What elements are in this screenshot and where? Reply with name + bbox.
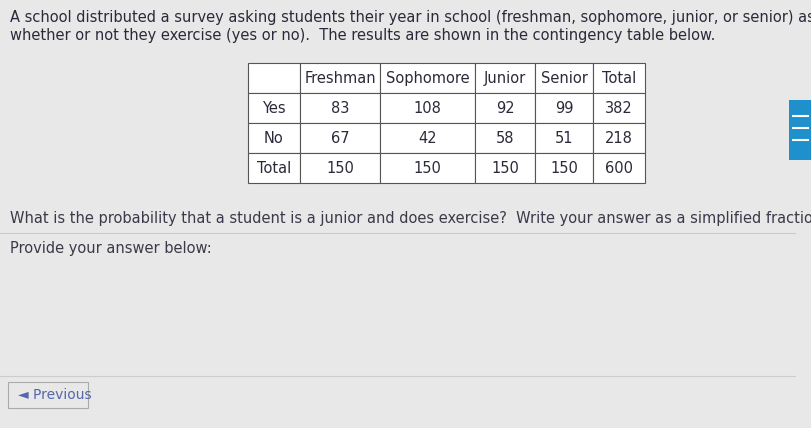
- Text: 58: 58: [496, 131, 513, 146]
- Bar: [788, 100, 811, 160]
- Bar: [380, 63, 474, 93]
- Text: 150: 150: [549, 160, 577, 175]
- Text: Sophomore: Sophomore: [385, 71, 469, 86]
- Text: A school distributed a survey asking students their year in school (freshman, so: A school distributed a survey asking stu…: [10, 10, 811, 25]
- Bar: [299, 93, 380, 123]
- Bar: [534, 153, 592, 183]
- Text: 218: 218: [604, 131, 632, 146]
- Bar: [299, 123, 380, 153]
- Bar: [474, 63, 534, 93]
- Bar: [380, 123, 474, 153]
- Text: 150: 150: [326, 160, 354, 175]
- Bar: [474, 93, 534, 123]
- Bar: [592, 153, 644, 183]
- Bar: [247, 123, 299, 153]
- Text: Total: Total: [601, 71, 635, 86]
- Bar: [592, 63, 644, 93]
- Text: 382: 382: [604, 101, 632, 116]
- Text: ◄ Previous: ◄ Previous: [18, 388, 92, 402]
- Bar: [380, 153, 474, 183]
- Bar: [534, 123, 592, 153]
- Text: whether or not they exercise (yes or no).  The results are shown in the continge: whether or not they exercise (yes or no)…: [10, 28, 714, 43]
- Bar: [247, 153, 299, 183]
- Bar: [247, 93, 299, 123]
- Text: 600: 600: [604, 160, 633, 175]
- Text: 51: 51: [554, 131, 573, 146]
- Text: No: No: [264, 131, 284, 146]
- Text: Senior: Senior: [540, 71, 586, 86]
- Bar: [247, 63, 299, 93]
- Bar: [474, 153, 534, 183]
- Bar: [8, 382, 88, 408]
- Text: Provide your answer below:: Provide your answer below:: [10, 241, 212, 256]
- Bar: [534, 93, 592, 123]
- Text: 150: 150: [491, 160, 518, 175]
- Text: 150: 150: [413, 160, 441, 175]
- Text: 42: 42: [418, 131, 436, 146]
- Text: What is the probability that a student is a junior and does exercise?  Write you: What is the probability that a student i…: [10, 211, 811, 226]
- Text: 92: 92: [495, 101, 513, 116]
- Bar: [474, 123, 534, 153]
- Text: 67: 67: [330, 131, 349, 146]
- Bar: [380, 93, 474, 123]
- Text: 83: 83: [330, 101, 349, 116]
- Text: 99: 99: [554, 101, 573, 116]
- Text: Yes: Yes: [262, 101, 285, 116]
- Bar: [534, 63, 592, 93]
- Bar: [299, 153, 380, 183]
- Text: Freshman: Freshman: [304, 71, 375, 86]
- Bar: [299, 63, 380, 93]
- Bar: [592, 123, 644, 153]
- Text: 108: 108: [413, 101, 441, 116]
- Bar: [592, 93, 644, 123]
- Text: Junior: Junior: [483, 71, 526, 86]
- Text: Total: Total: [256, 160, 291, 175]
